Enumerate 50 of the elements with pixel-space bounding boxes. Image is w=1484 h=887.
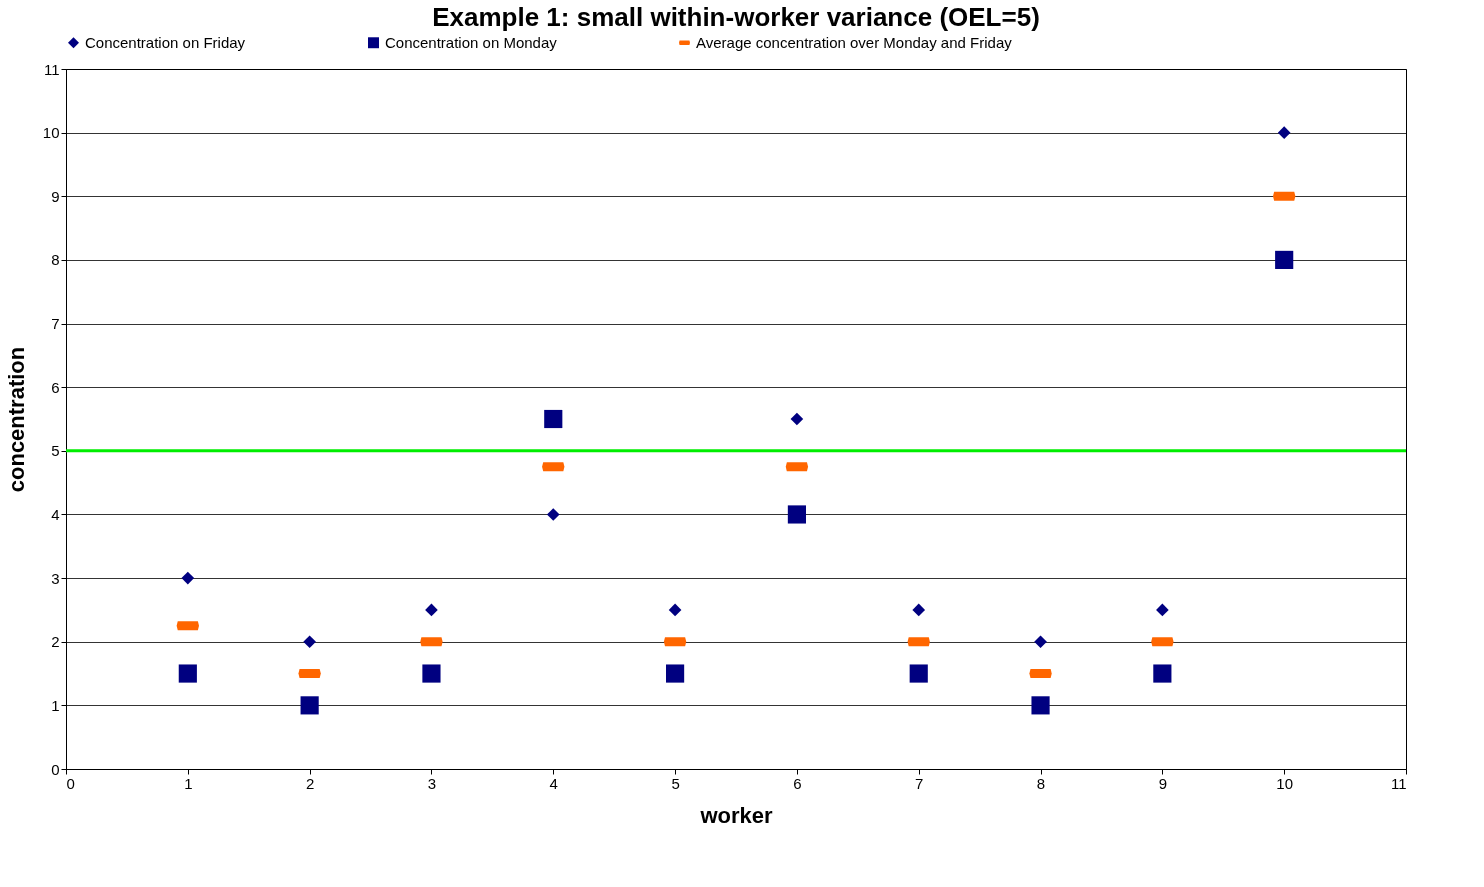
x-tick-label: 4 xyxy=(549,774,558,792)
x-tick-label: 2 xyxy=(305,774,315,792)
y-tick-label: 6 xyxy=(51,378,60,396)
point xyxy=(422,664,441,683)
legend-label: Concentration on Friday xyxy=(85,33,246,51)
y-tick-label: 3 xyxy=(51,569,60,587)
y-tick-label: 8 xyxy=(51,251,60,269)
point xyxy=(544,409,563,429)
point xyxy=(668,603,682,617)
x-tick-label: 10 xyxy=(1276,774,1294,792)
point xyxy=(787,505,806,524)
point xyxy=(303,635,316,649)
point xyxy=(546,508,560,521)
y-tick-label: 4 xyxy=(51,505,60,523)
point xyxy=(1277,126,1291,139)
x-tick-label: 3 xyxy=(427,774,437,792)
point xyxy=(912,603,926,617)
y-tick-label: 5 xyxy=(51,442,60,460)
point xyxy=(300,696,319,715)
x-tick-label: 0 xyxy=(66,774,75,792)
x-tick-label: 5 xyxy=(671,774,680,792)
point xyxy=(1034,635,1047,649)
x-tick-label: 7 xyxy=(915,774,924,792)
y-tick-label: 7 xyxy=(51,315,60,333)
point xyxy=(790,412,804,426)
y-axis-title: concentration xyxy=(3,346,29,493)
x-axis-title: worker xyxy=(699,802,773,828)
legend-label: Average concentration over Monday and Friday xyxy=(696,33,1013,51)
point xyxy=(178,664,197,683)
y-tick-label: 11 xyxy=(43,60,60,78)
legend-label: Concentration on Monday xyxy=(385,33,558,51)
point xyxy=(1156,603,1169,617)
point xyxy=(909,664,928,683)
x-tick-label: 9 xyxy=(1158,774,1168,792)
x-tick-label: 8 xyxy=(1036,774,1046,792)
x-tick-label: 6 xyxy=(793,774,802,792)
y-tick-label: 0 xyxy=(51,760,60,778)
y-tick-label: 9 xyxy=(51,187,60,205)
point xyxy=(425,603,438,617)
y-tick-label: 1 xyxy=(51,696,60,714)
y-tick-label: 10 xyxy=(42,124,60,142)
point xyxy=(1153,664,1172,683)
point xyxy=(1275,250,1294,269)
point xyxy=(1031,696,1050,715)
point xyxy=(666,664,685,683)
x-tick-label: 11 xyxy=(1390,774,1407,792)
chart-title: Example 1: small within-worker variance (OEL=5) xyxy=(432,2,1040,32)
y-tick-label: 2 xyxy=(51,633,60,651)
x-tick-label: 1 xyxy=(184,774,193,792)
point xyxy=(181,571,195,585)
